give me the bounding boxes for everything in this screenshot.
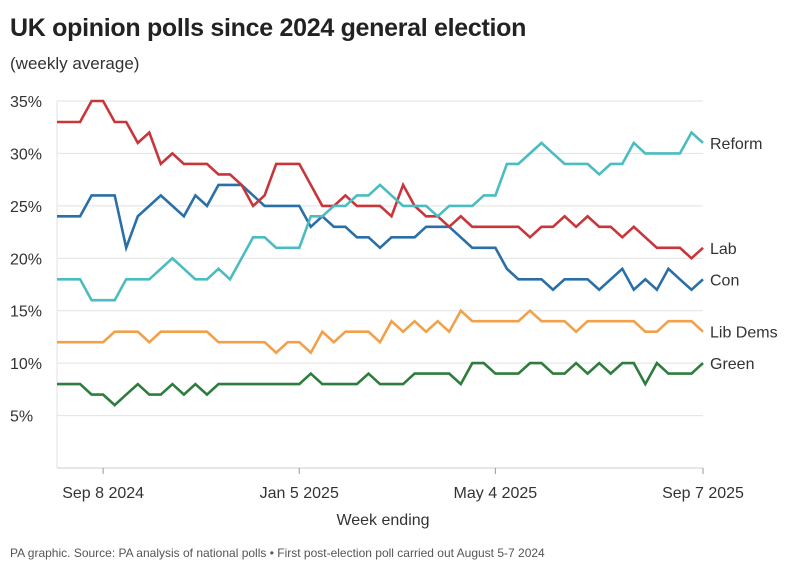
x-tick-label: Sep 7 2025 — [662, 485, 744, 502]
y-tick-label: 30% — [10, 146, 42, 163]
legend-label-lib-dems: Lib Dems — [710, 325, 778, 342]
legend-label-lab: Lab — [710, 241, 737, 258]
x-tick-label: May 4 2025 — [454, 485, 538, 502]
y-tick-label: 15% — [10, 304, 42, 321]
legend-label-con: Con — [710, 272, 739, 289]
y-tick-label: 5% — [10, 409, 33, 426]
y-tick-label: 25% — [10, 199, 42, 216]
x-tick-label: Sep 8 2024 — [62, 485, 144, 502]
y-tick-label: 10% — [10, 356, 42, 373]
y-tick-label: 20% — [10, 251, 42, 268]
source-footer: PA graphic. Source: PA analysis of natio… — [10, 546, 545, 560]
series-line-con — [57, 183, 704, 292]
chart-title: UK opinion polls since 2024 general elec… — [10, 14, 527, 42]
series-line-reform — [57, 130, 704, 302]
y-tick-label: 35% — [10, 94, 42, 111]
series-line-lib-dems — [57, 308, 704, 355]
series-line-lab — [57, 99, 704, 261]
chart-subtitle: (weekly average) — [10, 54, 140, 73]
series-line-green — [57, 361, 704, 407]
x-tick-label: Jan 5 2025 — [260, 485, 339, 502]
x-axis-label: Week ending — [336, 512, 429, 529]
legend-label-green: Green — [710, 356, 754, 373]
legend-label-reform: Reform — [710, 136, 762, 153]
